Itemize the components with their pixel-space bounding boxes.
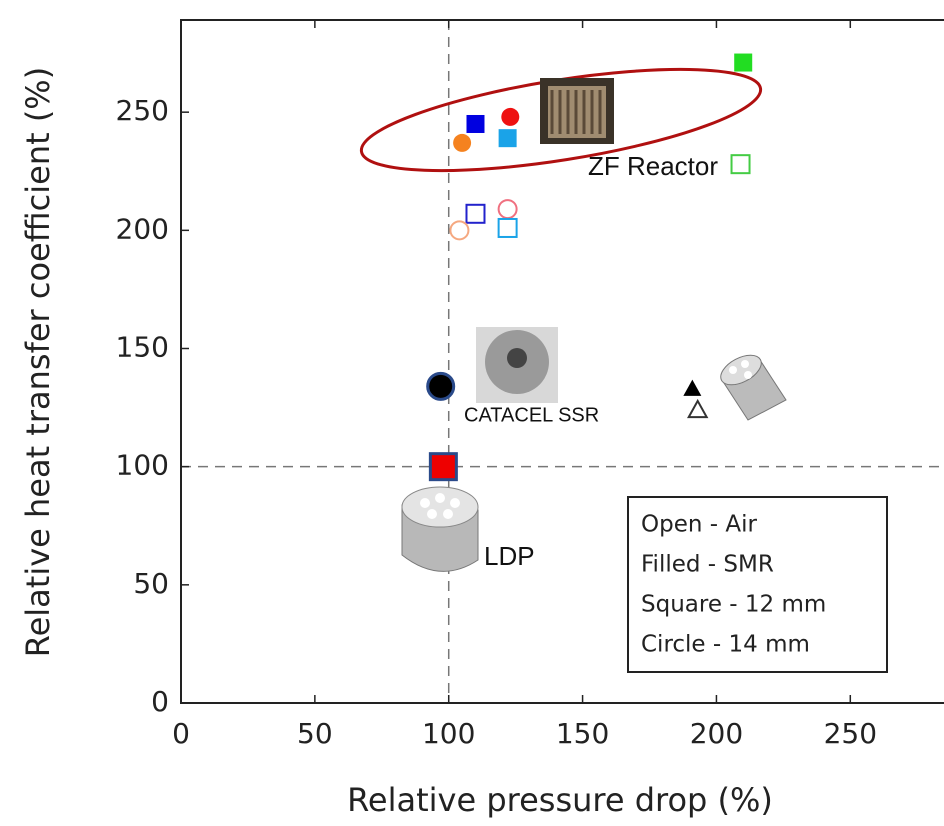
legend-text: Square - 12 mm — [641, 592, 826, 618]
data-point — [501, 108, 519, 126]
y-tick-label: 100 — [116, 449, 169, 482]
legend-text: Filled - SMR — [641, 552, 774, 578]
y-tick-label: 150 — [116, 331, 169, 364]
data-point — [732, 155, 750, 173]
annotation: ZF Reactor — [588, 151, 718, 181]
data-point — [466, 205, 484, 223]
x-tick-label: 0 — [172, 717, 190, 750]
ldp-image — [402, 487, 478, 571]
legend-text: Open - Air — [641, 512, 757, 538]
monolith-image — [716, 349, 786, 420]
data-point — [683, 380, 701, 396]
y-axis-label: Relative heat transfer coefficient (%) — [19, 67, 57, 657]
data-point — [450, 221, 468, 239]
data-point — [499, 219, 517, 237]
data-point — [499, 200, 517, 218]
catacel-image — [476, 327, 558, 403]
data-point — [734, 54, 752, 72]
data-point — [689, 401, 707, 417]
y-tick-label: 50 — [133, 567, 169, 600]
data-point — [428, 373, 454, 399]
annotation: CATACEL SSR — [464, 404, 599, 426]
data-point — [453, 134, 471, 152]
zf-reactor-image — [540, 78, 614, 144]
y-tick-label: 200 — [116, 212, 169, 245]
x-tick-label: 50 — [297, 717, 333, 750]
data-point — [499, 129, 517, 147]
chart: ZF Reactor CATACEL SSR LDP Open - Air Fi… — [0, 0, 944, 826]
x-tick-label: 200 — [690, 717, 743, 750]
y-tick-label: 250 — [116, 94, 169, 127]
x-axis-label: Relative pressure drop (%) — [347, 781, 773, 819]
legend-text: Circle - 14 mm — [641, 632, 810, 658]
y-tick-label: 0 — [151, 685, 169, 718]
annotation: LDP — [484, 541, 535, 571]
x-tick-label: 150 — [556, 717, 609, 750]
x-tick-label: 250 — [824, 717, 877, 750]
x-tick-label: 100 — [422, 717, 475, 750]
data-point — [430, 454, 456, 480]
data-point — [466, 115, 484, 133]
